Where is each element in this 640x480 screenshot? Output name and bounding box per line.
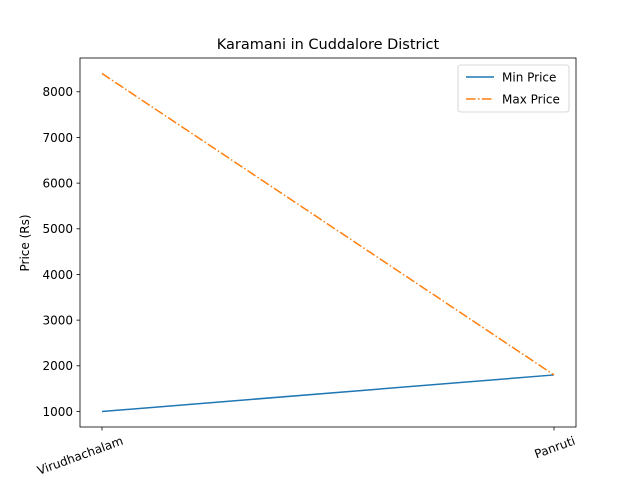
y-tick-label: 8000 [42, 85, 73, 99]
y-tick-label: 4000 [42, 268, 73, 282]
y-tick-label: 2000 [42, 359, 73, 373]
legend-label: Max Price [502, 92, 560, 106]
chart-title: Karamani in Cuddalore District [217, 37, 440, 53]
y-tick-label: 1000 [42, 405, 73, 419]
y-tick-label: 6000 [42, 176, 73, 190]
series-line-min-price [101, 374, 555, 413]
y-axis-label: Price (Rs) [18, 214, 32, 271]
y-tick-label: 7000 [42, 131, 73, 145]
legend-label: Min Price [502, 70, 556, 84]
legend: Min Price Max Price [457, 64, 570, 113]
series-line-max-price [101, 72, 555, 376]
plot-frame [79, 57, 577, 428]
y-tick-label: 3000 [42, 313, 73, 327]
y-tick-label: 5000 [42, 222, 73, 236]
